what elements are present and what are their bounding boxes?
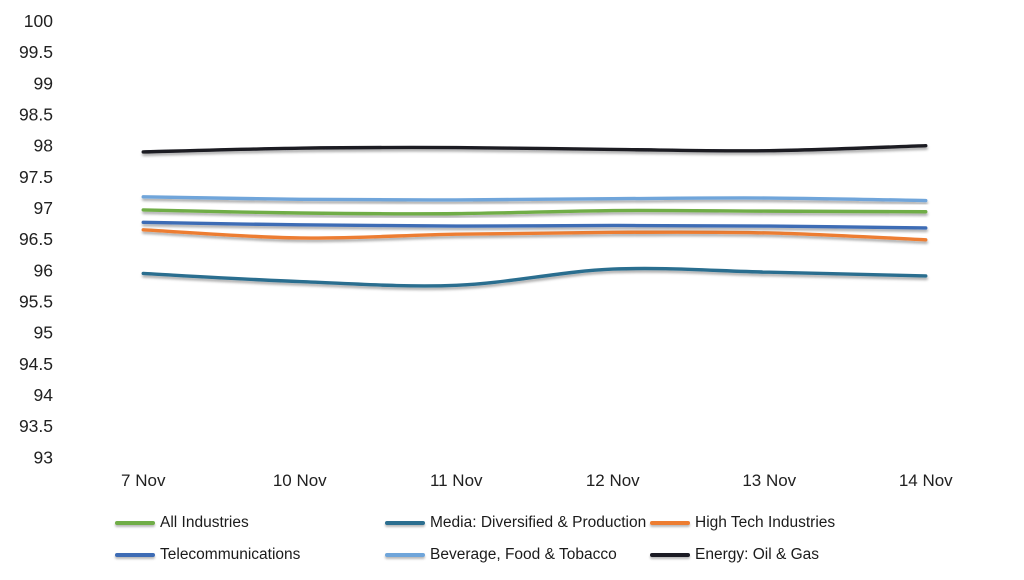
x-axis-tick-label: 11 Nov <box>430 471 483 490</box>
y-axis-tick-label: 97.5 <box>19 167 53 187</box>
legend-item-media-diversified-production: Media: Diversified & Production <box>385 515 646 531</box>
y-axis-tick-label: 97 <box>34 198 53 218</box>
legend-label: Telecommunications <box>160 546 301 563</box>
series-line-energy-oil-gas <box>141 143 928 154</box>
y-axis-tick-label: 98.5 <box>19 105 53 125</box>
series-lines-group <box>141 143 928 288</box>
series-line-high-tech-industries <box>141 228 928 242</box>
series-line-all-industries <box>141 208 928 216</box>
legend-label: Media: Diversified & Production <box>430 514 647 531</box>
y-axis-tick-label: 94 <box>34 385 54 405</box>
series-line-beverage-food-tobacco <box>141 195 928 203</box>
series-line-telecommunications <box>141 220 928 230</box>
x-axis-tick-label: 7 Nov <box>121 471 166 490</box>
legend-swatch <box>115 552 155 557</box>
legend-swatch <box>650 552 690 557</box>
legend-item-telecommunications: Telecommunications <box>115 547 300 563</box>
y-axis-tick-label: 99 <box>34 73 53 93</box>
legend-swatch <box>115 520 155 525</box>
gridlines-group <box>65 20 1004 428</box>
legend-swatch <box>650 520 690 525</box>
legend-label: All Industries <box>160 514 249 531</box>
y-axis-tick-label: 100 <box>24 11 53 31</box>
y-axis-tick-label: 93.5 <box>19 416 53 436</box>
y-axis-tick-label: 95 <box>34 323 53 343</box>
y-axis-tick-label: 98 <box>34 136 53 156</box>
y-axis-tick-label: 96 <box>34 260 53 280</box>
legend-item-all-industries: All Industries <box>115 515 249 531</box>
legend-swatch <box>385 552 425 557</box>
x-axis-tick-label: 12 Nov <box>586 471 640 490</box>
x-axis-tick-label: 14 Nov <box>899 471 953 490</box>
y-axis-tick-label: 94.5 <box>19 354 53 374</box>
legend-swatch <box>385 520 425 525</box>
legend-label: Energy: Oil & Gas <box>695 546 820 563</box>
y-axis-tick-label: 96.5 <box>19 229 53 249</box>
legend-label: Beverage, Food & Tobacco <box>430 546 617 563</box>
y-axis-tick-label: 93 <box>34 447 53 467</box>
legend-item-beverage-food-tobacco: Beverage, Food & Tobacco <box>385 547 617 563</box>
x-axis-tick-label: 10 Nov <box>273 471 327 490</box>
x-axis-tick-labels: 7 Nov 10 Nov 11 Nov 12 Nov 13 Nov 14 Nov <box>121 471 953 490</box>
legend-label: High Tech Industries <box>695 514 836 531</box>
series-line-media-diversified-production <box>141 266 928 288</box>
y-axis-tick-label: 99.5 <box>19 42 53 62</box>
legend-item-energy-oil-gas: Energy: Oil & Gas <box>650 547 819 563</box>
y-axis-tick-labels: 100 99.5 99 98.5 98 97.5 97 96.5 96 95.5 95 94.5 94 9… <box>19 11 53 467</box>
legend-item-high-tech-industries: High Tech Industries <box>650 515 835 531</box>
y-axis-tick-label: 95.5 <box>19 292 53 312</box>
x-axis-tick-label: 13 Nov <box>742 471 796 490</box>
